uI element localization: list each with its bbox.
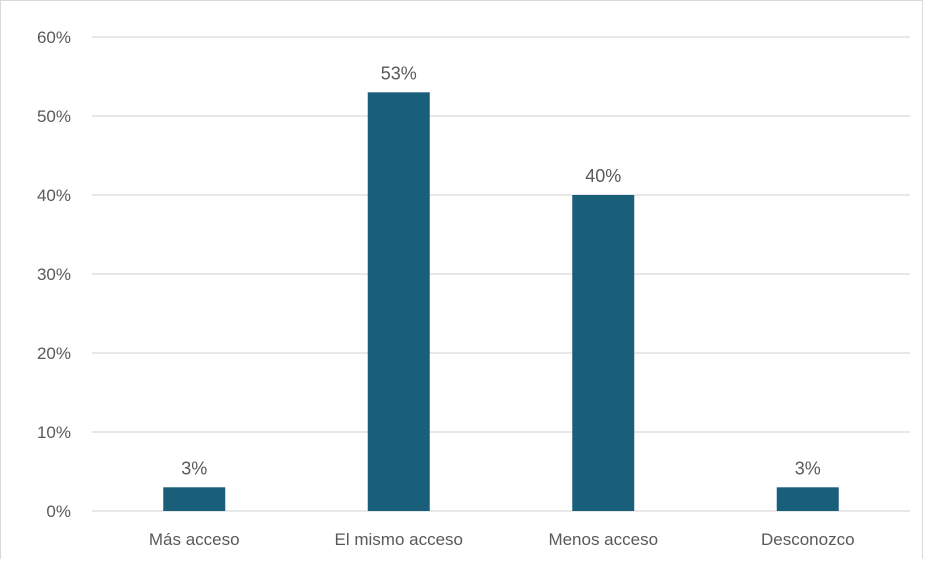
bar — [367, 92, 430, 512]
bar — [572, 195, 635, 511]
y-tick-label: 50% — [37, 107, 71, 126]
data-label: 3% — [181, 458, 207, 478]
gridlines — [92, 36, 910, 512]
x-tick-label: Menos acceso — [548, 530, 658, 549]
y-tick-label: 30% — [37, 265, 71, 284]
x-tick-label: Más acceso — [149, 530, 240, 549]
x-tick-label: El mismo acceso — [335, 530, 463, 549]
y-tick-label: 40% — [37, 186, 71, 205]
y-tick-label: 10% — [37, 423, 71, 442]
x-tick-label: Desconozco — [761, 530, 855, 549]
data-labels: 3% 53% 40% 3% — [181, 63, 821, 478]
y-tick-label: 20% — [37, 344, 71, 363]
y-tick-label: 60% — [37, 28, 71, 47]
data-label: 53% — [381, 63, 417, 83]
y-axis-tick-labels: 0% 10% 20% 30% 40% 50% 60% — [37, 28, 71, 521]
data-label: 40% — [585, 166, 621, 186]
bar — [163, 487, 226, 511]
bar — [776, 487, 839, 511]
y-tick-label: 0% — [46, 502, 71, 521]
x-axis-tick-labels: Más acceso El mismo acceso Menos acceso Des… — [149, 530, 855, 549]
data-label: 3% — [795, 458, 821, 478]
bars — [163, 92, 839, 512]
